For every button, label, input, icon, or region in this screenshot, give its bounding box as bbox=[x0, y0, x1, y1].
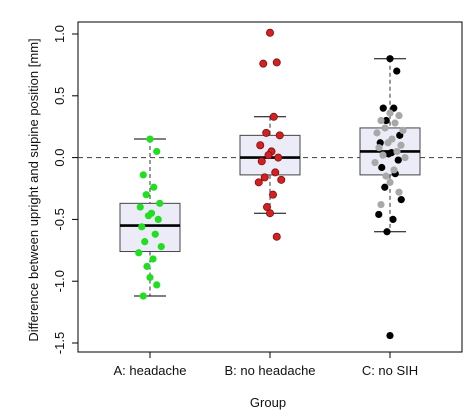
data-point bbox=[254, 178, 263, 187]
data-point bbox=[268, 190, 277, 199]
data-point bbox=[393, 147, 401, 156]
data-point bbox=[384, 139, 392, 147]
data-point bbox=[136, 203, 144, 211]
x-tick-label: B: no headache bbox=[224, 363, 315, 378]
data-point bbox=[272, 58, 281, 67]
data-point bbox=[141, 238, 149, 246]
data-point bbox=[397, 141, 405, 149]
data-point bbox=[393, 67, 401, 75]
data-point bbox=[257, 157, 266, 166]
x-tick-label: C: no SIH bbox=[362, 363, 418, 378]
data-point bbox=[375, 210, 383, 219]
data-point bbox=[381, 124, 389, 132]
x-tick-label: A: headache bbox=[113, 363, 186, 378]
data-point bbox=[153, 147, 161, 156]
data-point bbox=[382, 116, 390, 125]
data-point bbox=[399, 126, 407, 135]
data-point bbox=[274, 153, 283, 162]
data-point bbox=[384, 150, 393, 158]
y-tick-label: -1.0 bbox=[52, 270, 67, 292]
data-point bbox=[146, 273, 154, 282]
data-point bbox=[156, 199, 164, 207]
data-point bbox=[383, 228, 391, 236]
data-point bbox=[256, 141, 265, 150]
data-point bbox=[275, 131, 284, 140]
data-point bbox=[138, 223, 146, 231]
data-point bbox=[259, 59, 268, 68]
data-point bbox=[272, 232, 281, 241]
data-point bbox=[377, 116, 385, 125]
x-axis-title: Group bbox=[250, 395, 286, 410]
data-point bbox=[139, 292, 147, 300]
data-point bbox=[265, 28, 274, 37]
data-point bbox=[150, 183, 158, 191]
plot-area: -1.5 -1.0 -0.5 0.0 0.5 1.0 A: headache B: no he… bbox=[52, 21, 463, 378]
data-point bbox=[379, 104, 387, 112]
data-point bbox=[146, 135, 154, 143]
data-point bbox=[153, 281, 161, 289]
data-point bbox=[390, 104, 398, 112]
data-point bbox=[386, 331, 394, 340]
data-point bbox=[264, 151, 273, 160]
data-point bbox=[139, 171, 147, 179]
data-point bbox=[389, 215, 397, 223]
data-point bbox=[154, 215, 162, 223]
data-point bbox=[386, 55, 394, 63]
data-point bbox=[143, 262, 151, 270]
y-tick-label: 1.0 bbox=[52, 25, 67, 43]
data-point bbox=[391, 119, 399, 127]
plot-frame bbox=[77, 21, 463, 353]
data-point bbox=[381, 183, 389, 191]
data-point bbox=[378, 163, 386, 172]
data-point bbox=[269, 112, 278, 121]
data-point bbox=[373, 129, 381, 137]
data-point bbox=[397, 196, 405, 204]
data-point bbox=[262, 128, 271, 137]
data-point bbox=[379, 151, 387, 159]
data-point bbox=[144, 212, 153, 220]
data-point bbox=[371, 158, 379, 167]
y-axis-title: Difference between upright and supine po… bbox=[26, 38, 41, 341]
data-point bbox=[386, 178, 394, 186]
data-point bbox=[390, 166, 398, 174]
data-point bbox=[401, 154, 409, 162]
data-point bbox=[394, 156, 402, 164]
y-tick-label: -1.5 bbox=[52, 332, 67, 354]
data-point bbox=[382, 172, 390, 180]
data-point bbox=[395, 188, 403, 196]
data-point bbox=[386, 109, 394, 117]
data-point bbox=[260, 173, 269, 182]
data-point bbox=[151, 230, 159, 238]
data-point bbox=[142, 191, 150, 199]
data-point bbox=[395, 111, 403, 120]
data-point bbox=[265, 209, 274, 218]
data-point bbox=[149, 255, 157, 263]
data-point bbox=[277, 175, 286, 184]
data-point bbox=[157, 242, 165, 251]
data-point bbox=[377, 200, 385, 209]
y-tick-label: 0.5 bbox=[52, 87, 67, 105]
y-tick-label: 0.0 bbox=[52, 149, 67, 167]
data-point bbox=[375, 144, 383, 152]
y-tick-label: -0.5 bbox=[52, 208, 67, 230]
data-point bbox=[135, 249, 143, 257]
data-point bbox=[271, 168, 280, 177]
